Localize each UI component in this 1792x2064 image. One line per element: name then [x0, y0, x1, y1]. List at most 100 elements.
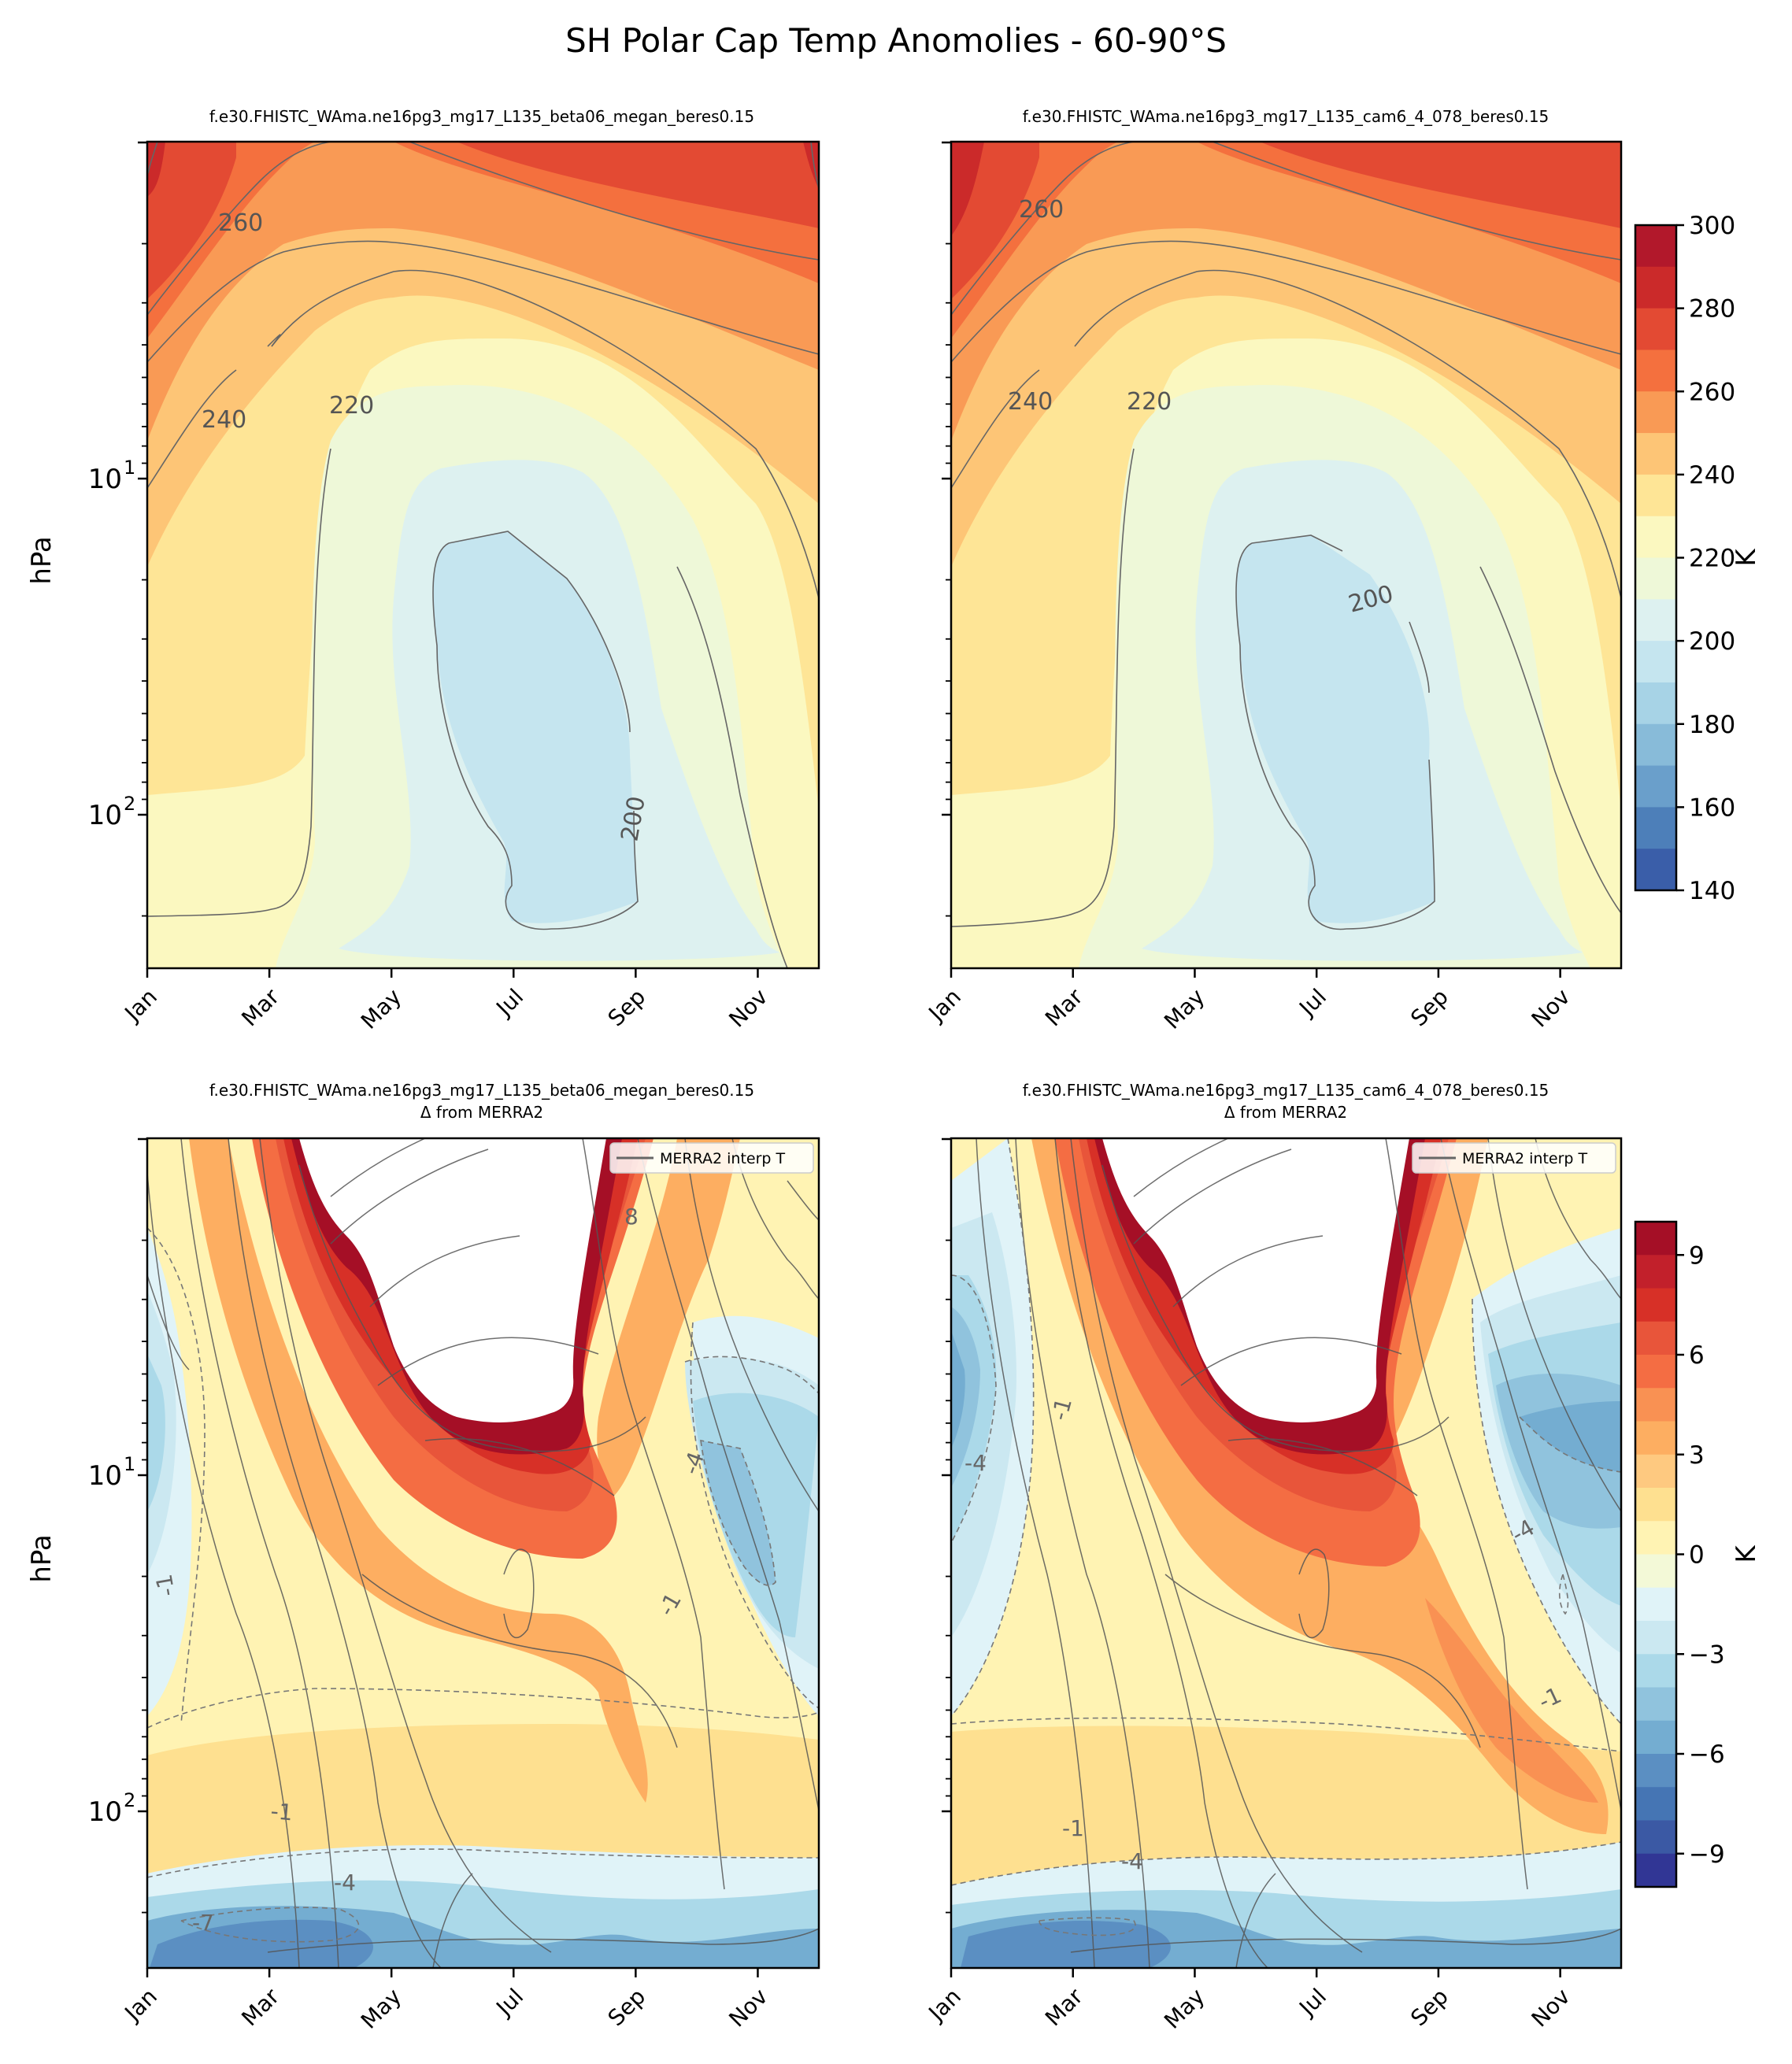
colorbar-tick-label: 3 — [1689, 1441, 1705, 1470]
x-tick-label: Sep — [1405, 1984, 1453, 2032]
panel-bottom-right: f.e30.FHISTC_WAma.ne16pg3_mg17_L135_cam6… — [923, 1081, 1623, 2034]
x-tick-label: Jan — [119, 984, 162, 1027]
colorbar-segment — [1635, 599, 1676, 642]
colorbar-segment — [1635, 1754, 1676, 1788]
colorbar-segment — [1635, 1654, 1676, 1689]
x-tick-label: Nov — [724, 984, 772, 1033]
y-tick-label: 10 — [88, 800, 122, 831]
x-tick-label: Mar — [1040, 1983, 1088, 2031]
colorbar-segment — [1635, 1288, 1676, 1322]
x-tick-label: Jan — [119, 1984, 162, 2027]
colorbar-segment — [1635, 1587, 1676, 1622]
colorbar-segment — [1635, 557, 1676, 600]
colorbar-segment — [1635, 849, 1676, 891]
colorbar-segment — [1635, 1720, 1676, 1755]
x-tick-label: May — [1159, 1984, 1209, 2034]
panel-bottom-left-subtitle: Δ from MERRA2 — [420, 1103, 543, 1122]
colorbar-segment — [1635, 474, 1676, 517]
anom-saturated — [1102, 1138, 1409, 1422]
anom-negative-4 — [951, 1307, 1621, 1529]
panel-bottom-right-title: f.e30.FHISTC_WAma.ne16pg3_mg17_L135_cam6… — [1023, 1081, 1549, 1100]
colorbar-label: K — [1731, 1544, 1762, 1563]
x-tick-label: Nov — [1527, 984, 1575, 1033]
panel-top-left-field: 260 240 220 200 — [147, 142, 819, 968]
colorbar-segment — [1635, 1621, 1676, 1655]
colorbar-tick-label: 9 — [1689, 1241, 1705, 1270]
colorbar-segment — [1635, 641, 1676, 683]
colorbar-segment — [1635, 1421, 1676, 1456]
legend-bottom-left: MERRA2 interp T — [609, 1142, 814, 1174]
contour-label: 220 — [329, 392, 374, 420]
x-tick-label: Nov — [724, 1984, 772, 2033]
contour-label: -1 — [1062, 1815, 1084, 1841]
band-200 — [433, 531, 638, 923]
contour-label: -4 — [1121, 1848, 1143, 1874]
colorbar-segment — [1635, 765, 1676, 808]
colorbar-segment — [1635, 516, 1676, 559]
x-tick-label: May — [356, 984, 406, 1034]
x-tick-label: Mar — [236, 1983, 284, 2031]
colorbar-segment — [1635, 1388, 1676, 1422]
panel-bottom-left-title: f.e30.FHISTC_WAma.ne16pg3_mg17_L135_beta… — [209, 1081, 754, 1100]
panel-bottom-right-field: -1 -4 -4 -1 -1 -4 MERRA2 interp T — [951, 1138, 1621, 1968]
colorbar-tick-label: 160 — [1689, 793, 1735, 822]
contours-top-left — [147, 142, 819, 968]
legend-label: MERRA2 interp T — [660, 1150, 786, 1167]
y-tick-label: 10 — [88, 464, 122, 495]
contour-label: 240 — [202, 406, 246, 434]
colorbar-segment — [1635, 1355, 1676, 1389]
colorbar-tick-label: 260 — [1689, 378, 1735, 406]
colorbar-segment — [1635, 433, 1676, 475]
contour-label: -1 — [151, 1572, 180, 1598]
colorbar-segment — [1635, 391, 1676, 434]
contour-label: 260 — [1019, 196, 1064, 224]
colorbar-label: K — [1731, 548, 1762, 567]
x-tick-label: Sep — [603, 1984, 651, 2032]
panel-bottom-left-ylabel: hPa — [26, 1534, 57, 1582]
panel-top-right-y-axis — [942, 141, 951, 917]
contour-label: 240 — [1008, 388, 1053, 416]
anom-bottom-4 — [150, 1919, 373, 1968]
colorbar-tick-label: −9 — [1689, 1840, 1725, 1869]
band-275 — [147, 142, 819, 299]
panel-bottom-left: f.e30.FHISTC_WAma.ne16pg3_mg17_L135_beta… — [26, 1081, 820, 2034]
anom-dashed-contours-bottom-right — [951, 1138, 1621, 1936]
contour-label: 260 — [218, 209, 263, 237]
panel-top-right: f.e30.FHISTC_WAma.ne16pg3_mg17_L135_cam6… — [923, 107, 1623, 1034]
x-tick-label: Mar — [236, 983, 284, 1031]
y-tick-label: 10 — [88, 1460, 122, 1492]
colorbar-segment — [1635, 723, 1676, 767]
colorbar-tick-label: 200 — [1689, 627, 1735, 656]
colorbar-segment — [1635, 308, 1676, 351]
colorbar-segment — [1635, 1488, 1676, 1522]
colorbar-segment — [1635, 1853, 1676, 1888]
x-tick-label: Sep — [603, 984, 651, 1032]
panel-bottom-right-subtitle: Δ from MERRA2 — [1224, 1103, 1347, 1122]
panel-bottom-left-frame — [146, 1137, 820, 1970]
colorbar-segment — [1635, 225, 1676, 268]
colorbar-tick-label: 140 — [1689, 877, 1735, 905]
y-tick-label: 10 — [88, 1796, 122, 1828]
anom-warm-1b — [1425, 1598, 1598, 1803]
contour-label: -7 — [192, 1910, 214, 1936]
anom-saturated — [299, 1138, 606, 1422]
colorbar-segment — [1635, 1321, 1676, 1356]
legend-box — [609, 1142, 814, 1174]
x-tick-label: Sep — [1405, 984, 1453, 1032]
legend-label: MERRA2 interp T — [1462, 1150, 1588, 1167]
x-tick-label: Jul — [1293, 984, 1331, 1023]
legend-bottom-right: MERRA2 interp T — [1412, 1142, 1616, 1174]
colorbar-segment — [1635, 682, 1676, 725]
panel-bottom-right-frame — [950, 1137, 1623, 1970]
contour-label: -4 — [334, 1870, 356, 1896]
colorbar-tick-label: 220 — [1689, 545, 1735, 573]
anom-bottom-4 — [961, 1921, 1171, 1968]
y-tick-exponent: 1 — [124, 457, 135, 479]
colorbar-segment — [1635, 1687, 1676, 1722]
panel-top-left: f.e30.FHISTC_WAma.ne16pg3_mg17_L135_beta… — [26, 107, 820, 1034]
panel-top-left-title: f.e30.FHISTC_WAma.ne16pg3_mg17_L135_beta… — [209, 107, 754, 126]
panel-top-right-frame — [950, 140, 1623, 970]
band-200 — [1236, 535, 1435, 923]
colorbar-segment — [1635, 1255, 1676, 1289]
